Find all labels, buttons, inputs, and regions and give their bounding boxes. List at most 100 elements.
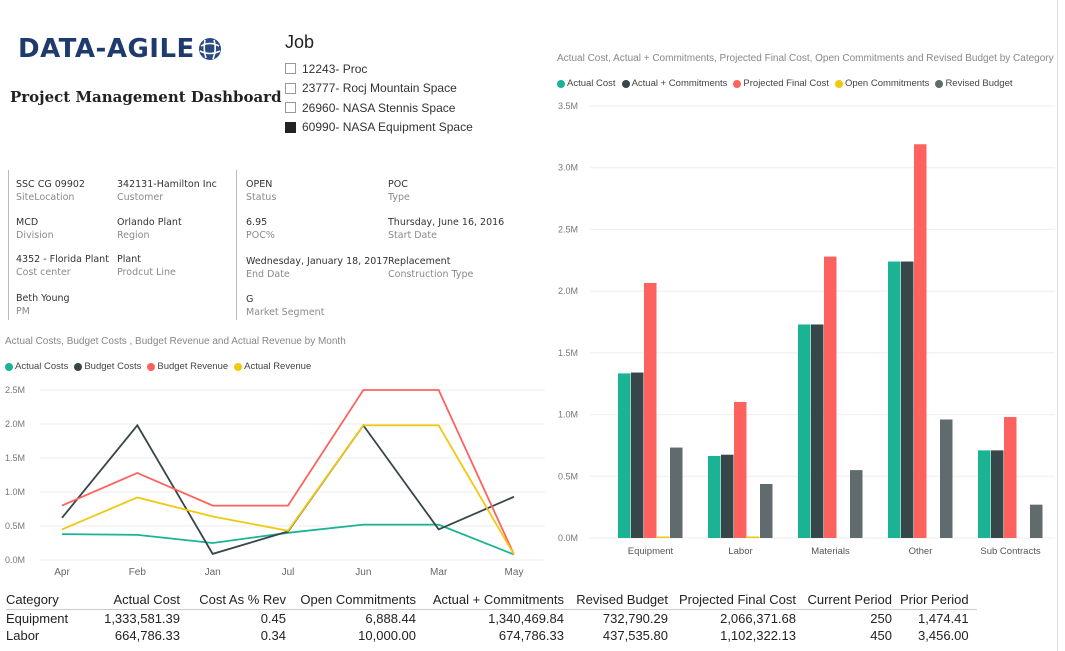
legend-item[interactable]: Actual Revenue — [234, 361, 311, 372]
end-date-field: Wednesday, January 18, 2017 End Date — [246, 255, 388, 281]
column-header[interactable]: Actual + Commitments — [432, 592, 564, 607]
job-option[interactable]: 26960- NASA Stennis Space — [285, 98, 473, 118]
column-header[interactable]: Prior Period — [900, 592, 969, 607]
legend-item[interactable]: Budget Costs — [74, 361, 141, 372]
legend-label: Open Commitments — [844, 78, 930, 89]
x-tick-label: Jan — [205, 567, 221, 578]
x-tick-label: Feb — [129, 567, 147, 578]
y-tick-label: 2.5M — [5, 385, 25, 395]
bar — [914, 144, 927, 538]
table-cell: 0.34 — [260, 628, 286, 643]
column-header[interactable]: Category — [6, 592, 59, 607]
checkbox[interactable] — [285, 82, 296, 94]
bar — [991, 450, 1004, 538]
bar — [760, 483, 773, 538]
end-date-label: End Date — [246, 269, 290, 280]
status-field: OPEN Status — [246, 178, 276, 204]
start-date-value: Thursday, June 16, 2016 — [388, 217, 505, 228]
series-line — [61, 389, 515, 555]
table-header-row: Category Actual Cost Cost As % Rev Open … — [6, 590, 977, 610]
checkbox[interactable] — [285, 102, 296, 114]
market-segment-field: G Market Segment — [246, 293, 324, 319]
divider — [236, 170, 237, 320]
legend-label: Actual Cost — [567, 78, 616, 89]
table-cell: 437,535.80 — [602, 628, 668, 643]
market-segment-value: G — [246, 294, 254, 305]
column-header[interactable]: Current Period — [807, 592, 892, 607]
x-tick-label: Labor — [728, 546, 752, 557]
type-field: POC Type — [388, 178, 410, 204]
line-chart-legend: Actual Costs Budget Costs Budget Revenue… — [5, 361, 317, 372]
legend-item[interactable]: Actual Costs — [5, 361, 68, 372]
region-label: Region — [117, 230, 150, 241]
checkbox-checked[interactable] — [285, 121, 296, 133]
column-header[interactable]: Projected Final Cost — [678, 592, 796, 607]
site-location-field: SSC CG 09902 SiteLocation — [16, 178, 85, 204]
bar — [747, 536, 760, 538]
bar-chart-title: Actual Cost, Actual + Commitments, Proje… — [557, 53, 1054, 64]
bar-chart-legend: Actual Cost Actual + Commitments Project… — [557, 78, 1019, 89]
y-tick-label: 3.5M — [558, 101, 578, 111]
line-chart[interactable]: 0.0M 0.5M 1.0M 1.5M 2.0M 2.5M Apr Feb Jan Jul Jun M… — [0, 378, 545, 583]
job-option-label: 60990- NASA Equipment Space — [302, 120, 473, 135]
legend-item[interactable]: Revised Budget — [935, 78, 1013, 89]
bar — [708, 455, 721, 538]
legend-item[interactable]: Projected Final Cost — [733, 78, 829, 89]
job-option-label: 23777- Rocj Mountain Space — [302, 81, 457, 96]
table-cell: 674,786.33 — [498, 628, 564, 643]
y-tick-label: 0.5M — [5, 521, 25, 531]
job-slicer: Job 12243- Proc 23777- Rocj Mountain Spa… — [285, 32, 473, 137]
dashboard-title: Project Management Dashboard — [10, 88, 282, 106]
legend-dot — [733, 79, 742, 88]
column-header[interactable]: Actual Cost — [113, 592, 180, 607]
legend-item[interactable]: Actual Cost — [557, 78, 616, 89]
job-option[interactable]: 12243- Proc — [285, 59, 473, 79]
bar — [850, 470, 863, 538]
pm-field: Beth Young PM — [16, 292, 70, 318]
column-header[interactable]: Open Commitments — [300, 592, 416, 607]
legend-dot — [834, 79, 843, 88]
table-cell: 3,456.00 — [918, 628, 969, 643]
x-tick-label: Apr — [54, 567, 70, 578]
y-tick-label: 3.0M — [558, 163, 578, 173]
scrollbar-track[interactable] — [1057, 0, 1058, 651]
bar — [824, 256, 837, 538]
site-location-label: SiteLocation — [16, 192, 75, 203]
product-line-label: Prodcut Line — [117, 267, 176, 278]
legend-item[interactable]: Budget Revenue — [147, 361, 228, 372]
line-chart-title: Actual Costs, Budget Costs , Budget Reve… — [5, 336, 346, 347]
x-tick-label: Jun — [355, 567, 371, 578]
bar — [1030, 504, 1043, 538]
table-row[interactable]: Labor 664,786.33 0.34 10,000.00 674,786.… — [6, 627, 977, 644]
poc-pct-label: POC% — [246, 230, 275, 241]
legend-item[interactable]: Actual + Commitments — [621, 78, 727, 89]
job-option[interactable]: 60990- NASA Equipment Space — [285, 118, 473, 138]
legend-dot — [5, 362, 13, 371]
legend-dot — [74, 362, 83, 371]
job-option-label: 26960- NASA Stennis Space — [302, 100, 456, 115]
y-tick-label: 2.0M — [5, 419, 25, 429]
division-value: MCD — [16, 217, 39, 228]
y-tick-label: 1.5M — [558, 348, 578, 358]
series-line — [61, 424, 515, 556]
table-cell: 1,474.41 — [918, 611, 969, 626]
column-header[interactable]: Revised Budget — [576, 592, 668, 607]
end-date-value: Wednesday, January 18, 2017 — [246, 256, 389, 267]
x-tick-label: Equipment — [628, 546, 674, 557]
y-tick-label: 2.0M — [558, 286, 578, 296]
product-line-value: Plant — [117, 254, 141, 265]
bar — [721, 454, 734, 538]
poc-pct-value: 6.95 — [246, 217, 268, 228]
legend-label: Revised Budget — [945, 78, 1013, 89]
legend-item[interactable]: Open Commitments — [834, 78, 930, 89]
column-header[interactable]: Cost As % Rev — [199, 592, 286, 607]
bar-chart[interactable]: 0.0M 0.5M 1.0M 1.5M 2.0M 2.5M 3.0M 3.5M Equipmen… — [550, 96, 1055, 566]
table-cell: 10,000.00 — [358, 628, 416, 643]
checkbox[interactable] — [285, 63, 296, 75]
division-label: Division — [16, 230, 54, 241]
table-row[interactable]: Equipment 1,333,581.39 0.45 6,888.44 1,3… — [6, 610, 977, 628]
type-label: Type — [388, 192, 410, 203]
bar — [644, 282, 657, 538]
job-option[interactable]: 23777- Rocj Mountain Space — [285, 79, 473, 99]
status-label: Status — [246, 192, 277, 203]
